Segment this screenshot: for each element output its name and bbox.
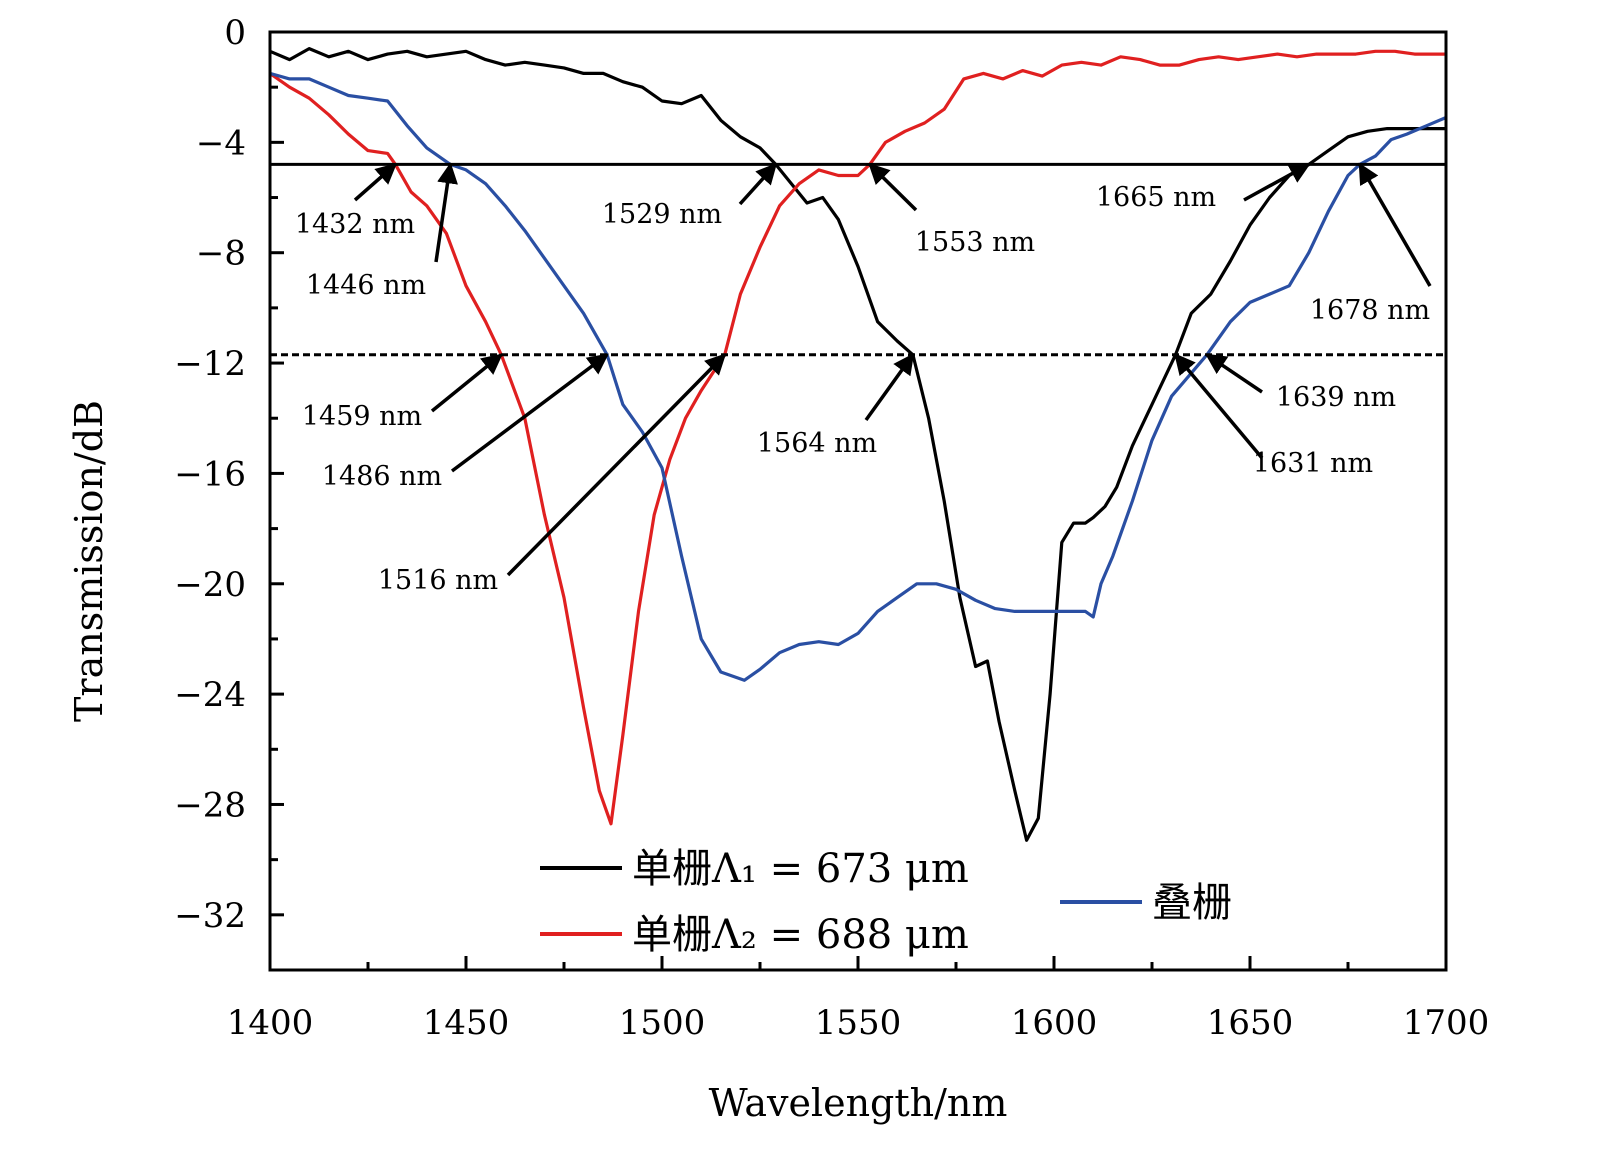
annotation-arrow xyxy=(353,163,398,202)
annotation-label: 1678 nm xyxy=(1310,295,1430,326)
reference-lines xyxy=(270,162,1446,357)
y-tick-label: −4 xyxy=(196,123,246,163)
x-tick-label: 1650 xyxy=(1207,1003,1294,1043)
annotation-arrow xyxy=(868,162,918,212)
x-tick-label: 1600 xyxy=(1011,1003,1098,1043)
annotation-arrow xyxy=(864,353,915,422)
legend-label-2: 叠栅 xyxy=(1152,880,1232,926)
annotation-arrow xyxy=(1243,162,1311,202)
annotation-arrow xyxy=(1205,353,1263,394)
annotation-label: 1446 nm xyxy=(306,270,426,301)
annotation-label: 1631 nm xyxy=(1253,448,1373,479)
y-tick-label: −28 xyxy=(174,785,246,825)
series-line-1 xyxy=(270,49,1446,826)
x-axis-title: Wavelength/nm xyxy=(709,1081,1008,1125)
annotation-label: 1665 nm xyxy=(1096,182,1216,213)
annotation-arrow xyxy=(738,162,778,206)
annotation-label: 1553 nm xyxy=(915,227,1035,258)
annotation-labels: 1432 nm 1446 nm 1529 nm 1553 nm 1665 nm 1678 … xyxy=(295,182,1430,596)
x-tick-label: 1400 xyxy=(227,1003,314,1043)
annotation-arrows xyxy=(353,162,1432,577)
axis-tick-labels: 1400 1450 1500 1550 1600 1650 1700 0 −4 −8 −12 −16 −… xyxy=(174,13,1489,1043)
annotation-arrow xyxy=(1358,162,1432,287)
y-axis-title: Transmission/dB xyxy=(67,400,111,722)
axis-ticks xyxy=(268,30,1448,972)
annotation-arrow xyxy=(1174,353,1264,460)
annotation-arrow xyxy=(506,353,727,577)
legend: 单栅Λ₁ = 673 μm 单栅Λ₂ = 688 μm 叠栅 xyxy=(540,846,1232,958)
x-tick-label: 1450 xyxy=(423,1003,510,1043)
y-tick-label: −32 xyxy=(174,896,246,936)
legend-label-1: 单栅Λ₂ = 688 μm xyxy=(632,912,969,958)
annotation-label: 1639 nm xyxy=(1276,382,1396,413)
annotation-label: 1432 nm xyxy=(295,209,415,240)
annotation-label: 1529 nm xyxy=(602,199,722,230)
annotation-label: 1486 nm xyxy=(322,461,442,492)
annotation-arrow xyxy=(430,353,503,413)
legend-label-0: 单栅Λ₁ = 673 μm xyxy=(632,846,969,892)
annotation-arrow xyxy=(434,162,458,263)
x-tick-label: 1500 xyxy=(619,1003,706,1043)
annotation-label: 1516 nm xyxy=(378,565,498,596)
annotation-label: 1564 nm xyxy=(757,428,877,459)
y-tick-label: −8 xyxy=(196,234,246,274)
annotation-arrow xyxy=(450,353,609,473)
series-group xyxy=(270,46,1446,842)
series-line-2 xyxy=(270,71,1446,682)
y-tick-label: −12 xyxy=(174,344,246,384)
y-tick-label: 0 xyxy=(224,13,246,53)
x-tick-label: 1550 xyxy=(815,1003,902,1043)
y-tick-label: −20 xyxy=(174,565,246,605)
x-tick-label: 1700 xyxy=(1403,1003,1490,1043)
plot-frame xyxy=(268,30,1448,972)
series-line-0 xyxy=(270,46,1446,842)
y-tick-label: −16 xyxy=(174,454,246,494)
y-tick-label: −24 xyxy=(174,675,246,715)
annotation-label: 1459 nm xyxy=(302,401,422,432)
